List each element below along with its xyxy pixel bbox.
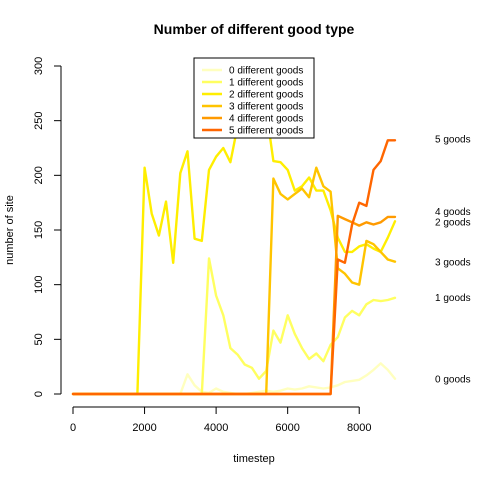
chart-title: Number of different good type bbox=[154, 21, 355, 37]
series-line-3 bbox=[71, 166, 397, 396]
series-end-label: 0 goods bbox=[435, 375, 471, 386]
x-tick-label: 4000 bbox=[204, 422, 228, 434]
legend-entry: 0 different goods bbox=[229, 66, 303, 77]
series-end-labels: 0 goods 1 goods 2 goods 3 goods 4 goods 5 goo… bbox=[435, 134, 471, 385]
series-end-label: 5 goods bbox=[435, 134, 471, 145]
x-axis: 0 2000 4000 6000 8000 bbox=[70, 406, 371, 434]
series-end-label: 4 goods bbox=[435, 207, 471, 218]
series-line-2 bbox=[71, 97, 397, 396]
legend-box bbox=[193, 57, 315, 139]
x-tick-label: 6000 bbox=[275, 422, 299, 434]
y-tick-label: 100 bbox=[33, 275, 45, 293]
series-line-5 bbox=[71, 139, 397, 396]
y-tick-label: 200 bbox=[33, 166, 45, 184]
series-end-label: 1 goods bbox=[435, 293, 471, 304]
x-tick-label: 0 bbox=[70, 422, 76, 434]
y-tick-label: 0 bbox=[33, 391, 45, 397]
legend-entry: 5 different goods bbox=[229, 126, 303, 137]
legend-entry: 3 different goods bbox=[229, 102, 303, 113]
x-tick-label: 8000 bbox=[347, 422, 371, 434]
series-end-label: 2 goods bbox=[435, 217, 471, 228]
series-lines bbox=[71, 97, 397, 396]
series-end-label: 3 goods bbox=[435, 258, 471, 269]
legend-entry: 2 different goods bbox=[229, 90, 303, 101]
series-line-4 bbox=[71, 214, 397, 396]
y-axis: 0 50 100 150 200 250 300 bbox=[33, 57, 62, 397]
x-axis-label: timestep bbox=[233, 453, 275, 465]
y-tick-label: 150 bbox=[33, 221, 45, 239]
legend-entry: 1 different goods bbox=[229, 78, 303, 89]
series-line-0 bbox=[71, 362, 397, 396]
y-tick-label: 50 bbox=[33, 333, 45, 345]
x-tick-label: 2000 bbox=[132, 422, 156, 434]
y-axis-label: number of site bbox=[4, 195, 16, 265]
legend-entry: 4 different goods bbox=[229, 114, 303, 125]
series-line-1 bbox=[71, 257, 397, 396]
y-tick-label: 250 bbox=[33, 111, 45, 129]
y-tick-label: 300 bbox=[33, 57, 45, 75]
